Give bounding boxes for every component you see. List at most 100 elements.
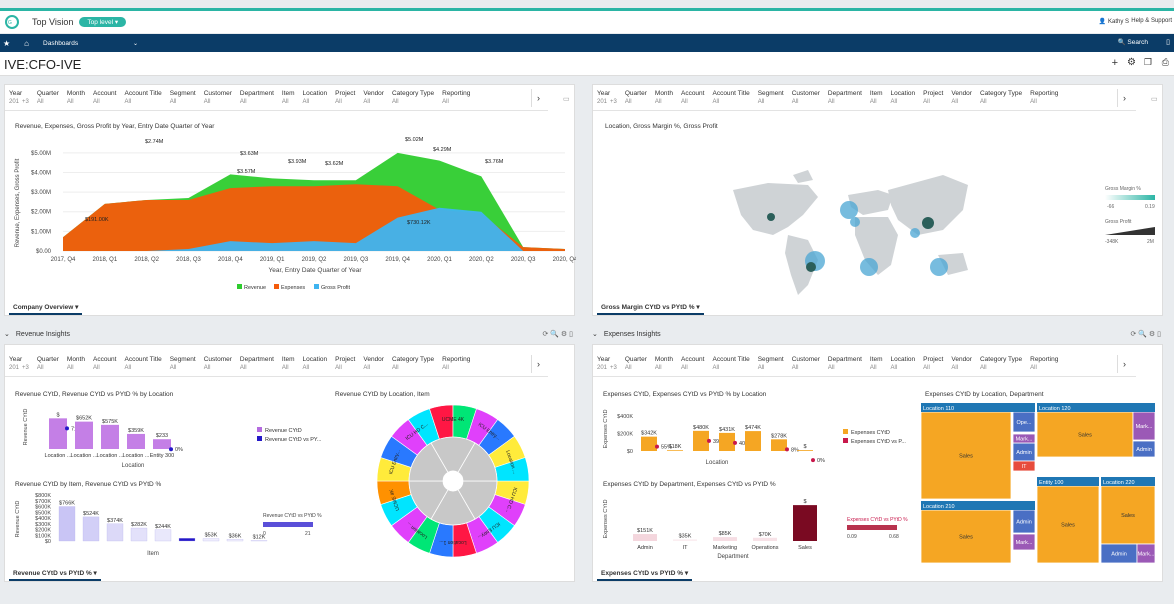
filter-reporting[interactable]: Reporting All	[1030, 351, 1058, 376]
filter-department[interactable]: Department All	[240, 85, 274, 110]
filter-value-text: All	[92, 365, 100, 371]
filter-value: All	[392, 364, 434, 372]
filter-category-type[interactable]: Category Type All	[980, 351, 1022, 376]
filter-account-title[interactable]: Account Title All	[124, 351, 161, 376]
filter-category-type[interactable]: Category Type All	[392, 85, 434, 110]
copy-icon[interactable]: ❐	[1143, 57, 1152, 67]
revenue-insights-header[interactable]: ⌄ Revenue Insights ⟳ 🔍 ⚙ ▯	[4, 330, 573, 339]
filter-label: Quarter	[624, 90, 647, 97]
help-support-link[interactable]: Help & Support	[1131, 18, 1172, 24]
company-overview-panel: Year 201 +3 Quarter All Month All Account All Acc…	[4, 84, 576, 316]
filter-vendor[interactable]: Vendor All	[363, 85, 384, 110]
tab-expenses[interactable]: Expenses CYtD vs PYtD % ▾	[597, 567, 693, 581]
filter-reporting[interactable]: Reporting All	[442, 85, 470, 110]
tab-gross-margin[interactable]: Gross Margin CYtD vs PYtD % ▾	[597, 301, 704, 315]
filter-project[interactable]: Project All	[923, 85, 943, 110]
filter-customer[interactable]: Customer All	[204, 351, 232, 376]
filter-account[interactable]: Account All	[93, 85, 117, 110]
gravity-logo[interactable]: G	[4, 14, 26, 30]
filter-account-title[interactable]: Account Title All	[712, 85, 749, 110]
filter-department[interactable]: Department All	[828, 85, 862, 110]
user-menu[interactable]: 👤 Kathy S	[1098, 19, 1129, 25]
tab-company-overview[interactable]: Company Overview ▾	[9, 301, 83, 315]
filter-segment[interactable]: Segment All	[758, 85, 784, 110]
filter-month[interactable]: Month All	[67, 85, 85, 110]
filter-quarter[interactable]: Quarter All	[37, 351, 59, 376]
filter-item[interactable]: Item All	[870, 85, 883, 110]
filter-department[interactable]: Department All	[828, 351, 862, 376]
bookmark-icon[interactable]: ▯	[1166, 39, 1170, 46]
filter-category-type[interactable]: Category Type All	[392, 351, 434, 376]
filter-location[interactable]: Location All	[891, 351, 916, 376]
marker	[811, 458, 815, 463]
print-icon[interactable]: ⎙	[1161, 57, 1169, 67]
filter-vendor[interactable]: Vendor All	[951, 351, 972, 376]
dashboards-menu[interactable]: Dashboards	[43, 40, 133, 47]
filter-account[interactable]: Account All	[93, 351, 117, 376]
filter-customer[interactable]: Customer All	[792, 351, 820, 376]
filter-year[interactable]: Year 201 +3	[9, 85, 29, 110]
filter-month[interactable]: Month All	[655, 351, 673, 376]
chevron-right-icon[interactable]: ›	[1117, 355, 1131, 373]
filter-year[interactable]: Year 201 +3	[9, 351, 29, 376]
filter-segment[interactable]: Segment All	[170, 85, 196, 110]
filter-value: All	[951, 364, 972, 372]
filter-reporting[interactable]: Reporting All	[442, 351, 470, 376]
level-selector[interactable]: Top level ▾	[79, 17, 127, 27]
filter-location[interactable]: Location All	[303, 85, 328, 110]
top-accent-bar	[0, 8, 1174, 11]
expenses-department-chart: $151K Admin $35K IT $85K Marketing $70K Operati…	[603, 499, 908, 560]
filter-account[interactable]: Account All	[681, 351, 705, 376]
filter-customer[interactable]: Customer All	[204, 85, 232, 110]
filter-project[interactable]: Project All	[335, 85, 355, 110]
legend-entry: Expenses CYtD	[851, 430, 890, 436]
filter-category-type[interactable]: Category Type All	[980, 85, 1022, 110]
filter-month[interactable]: Month All	[67, 351, 85, 376]
filter-label: Item	[869, 90, 883, 97]
filter-value: 201 +3	[9, 364, 29, 372]
chevron-right-icon[interactable]: ›	[531, 89, 545, 107]
filter-project[interactable]: Project All	[335, 351, 355, 376]
refresh-icon[interactable]: ⟳ 🔍 ⚙ ▯	[1130, 331, 1161, 338]
filter-vendor[interactable]: Vendor All	[951, 85, 972, 110]
filter-account-title[interactable]: Account Title All	[712, 351, 749, 376]
x-tick-label: 2018, Q3	[176, 257, 201, 263]
filter-location[interactable]: Location All	[891, 85, 916, 110]
comment-icon[interactable]: ▭	[563, 96, 570, 103]
filter-vendor[interactable]: Vendor All	[363, 351, 384, 376]
filter-item[interactable]: Item All	[870, 351, 883, 376]
x-tick-label: Sales	[798, 545, 812, 551]
bar-label: $282K	[131, 522, 147, 528]
filter-account-title[interactable]: Account Title All	[124, 85, 161, 110]
search-button[interactable]: 🔍 Search	[1117, 39, 1148, 46]
filter-year[interactable]: Year 201 +3	[597, 351, 617, 376]
star-icon[interactable]: ★	[3, 38, 11, 48]
filter-item[interactable]: Item All	[282, 85, 295, 110]
bar-label: $18K	[669, 444, 682, 450]
expenses-insights-header[interactable]: ⌄ Expenses Insights ⟳ 🔍 ⚙ ▯	[592, 330, 1161, 339]
tab-revenue[interactable]: Revenue CYtD vs PYtD % ▾	[9, 567, 101, 581]
chevron-right-icon[interactable]: ›	[1117, 89, 1131, 107]
filter-quarter[interactable]: Quarter All	[37, 85, 59, 110]
filter-item[interactable]: Item All	[282, 351, 295, 376]
chevron-right-icon[interactable]: ›	[531, 355, 545, 373]
filter-department[interactable]: Department All	[240, 351, 274, 376]
comment-icon[interactable]: ▭	[1151, 96, 1158, 103]
filter-account[interactable]: Account All	[681, 85, 705, 110]
filter-customer[interactable]: Customer All	[792, 85, 820, 110]
filter-quarter[interactable]: Quarter All	[625, 351, 647, 376]
filter-segment[interactable]: Segment All	[170, 351, 196, 376]
filter-segment[interactable]: Segment All	[758, 351, 784, 376]
filter-location[interactable]: Location All	[303, 351, 328, 376]
refresh-icon[interactable]: ⟳ 🔍 ⚙ ▯	[542, 331, 573, 338]
filter-year[interactable]: Year 201 +3	[597, 85, 617, 110]
x-tick-label: 2020, Q1	[427, 257, 452, 263]
gear-icon[interactable]: ⚙	[1127, 57, 1136, 68]
filter-month[interactable]: Month All	[655, 85, 673, 110]
filter-quarter[interactable]: Quarter All	[625, 85, 647, 110]
home-icon[interactable]: ⌂	[24, 38, 30, 48]
filter-reporting[interactable]: Reporting All	[1030, 85, 1058, 110]
chevron-down-icon[interactable]: ⌄	[133, 40, 139, 47]
filter-project[interactable]: Project All	[923, 351, 943, 376]
add-icon[interactable]: +	[1111, 57, 1118, 69]
